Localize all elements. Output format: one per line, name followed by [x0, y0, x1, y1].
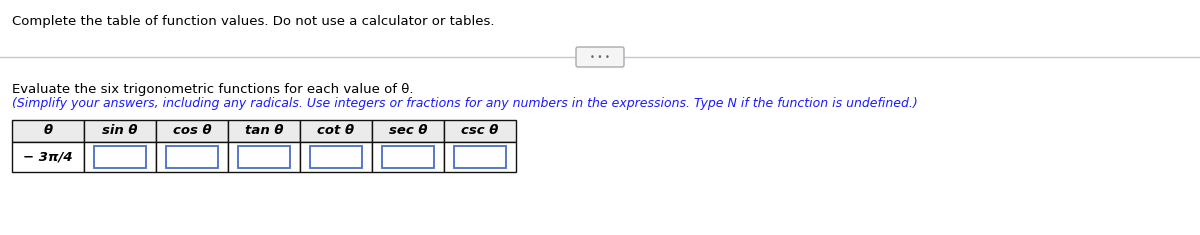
- Text: θ: θ: [43, 125, 53, 137]
- Text: csc θ: csc θ: [461, 125, 499, 137]
- Bar: [94, 146, 146, 168]
- Text: (Simplify your answers, including any radicals. Use integers or fractions for an: (Simplify your answers, including any ra…: [12, 97, 918, 110]
- Bar: [300, 120, 372, 142]
- Bar: [372, 142, 444, 172]
- Bar: [300, 142, 372, 172]
- Text: Evaluate the six trigonometric functions for each value of θ.: Evaluate the six trigonometric functions…: [12, 83, 414, 96]
- Bar: [228, 142, 300, 172]
- Bar: [84, 120, 156, 142]
- Bar: [12, 120, 84, 142]
- Text: − 3π/4: − 3π/4: [23, 150, 73, 164]
- Text: Complete the table of function values. Do not use a calculator or tables.: Complete the table of function values. D…: [12, 15, 494, 28]
- Bar: [156, 120, 228, 142]
- Text: sec θ: sec θ: [389, 125, 427, 137]
- Bar: [382, 146, 434, 168]
- Text: tan θ: tan θ: [245, 125, 283, 137]
- Bar: [444, 142, 516, 172]
- Bar: [166, 146, 218, 168]
- Bar: [310, 146, 362, 168]
- Bar: [454, 146, 506, 168]
- Text: cos θ: cos θ: [173, 125, 211, 137]
- Bar: [12, 142, 84, 172]
- Bar: [156, 142, 228, 172]
- Bar: [228, 120, 300, 142]
- Bar: [372, 120, 444, 142]
- Text: cot θ: cot θ: [318, 125, 354, 137]
- Text: sin θ: sin θ: [102, 125, 138, 137]
- Bar: [238, 146, 290, 168]
- Text: • • •: • • •: [590, 52, 610, 62]
- Bar: [444, 120, 516, 142]
- FancyBboxPatch shape: [576, 47, 624, 67]
- Bar: [84, 142, 156, 172]
